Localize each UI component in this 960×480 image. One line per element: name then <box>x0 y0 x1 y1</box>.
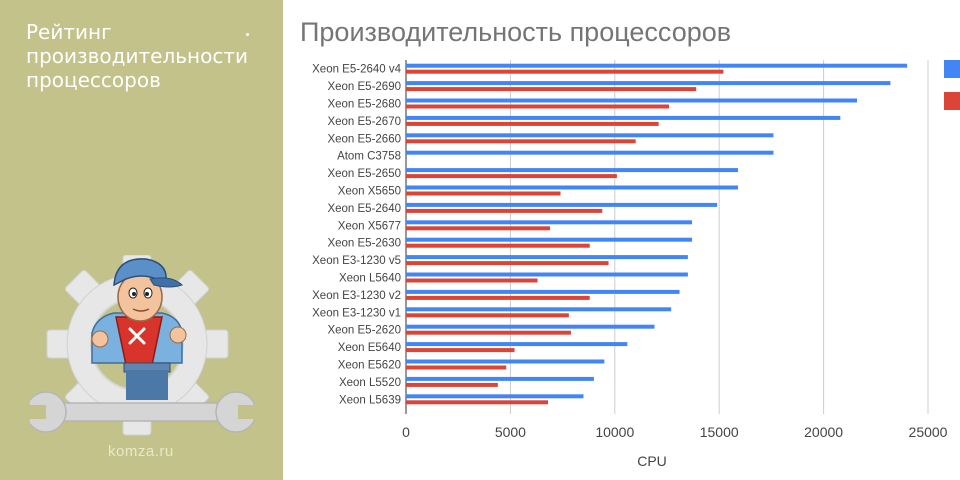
side-title-line-3: процессоров <box>26 68 161 92</box>
watermark: komza.ru <box>108 443 174 460</box>
side-panel: Рейтинг производительности процессоров <box>0 0 283 480</box>
bar-series-1 <box>406 185 738 190</box>
bar-series-2 <box>406 348 515 353</box>
bar-series-2 <box>406 400 548 405</box>
bar-series-1 <box>406 324 655 329</box>
category-label: Xeon E5-2680 <box>327 99 401 111</box>
category-label: Xeon L5639 <box>339 394 401 406</box>
category-label: Xeon E3-1230 v2 <box>312 290 401 302</box>
bar-series-2 <box>406 87 697 92</box>
category-label: Atom C3758 <box>337 151 401 163</box>
x-tick-label: 25000 <box>909 424 948 440</box>
bar-chart: 0 5000 10000 15000 20000 25000 Xeon E5-2640 v4… <box>312 60 948 469</box>
x-tick-label: 5000 <box>495 424 526 440</box>
category-label: Xeon E5-2640 <box>327 203 401 215</box>
bar-series-2 <box>406 261 609 266</box>
side-title-line-1: Рейтинг <box>26 20 112 44</box>
bar-series-2 <box>406 121 659 126</box>
bar-series-1 <box>406 255 688 260</box>
bar-series-2 <box>406 174 617 179</box>
category-label: Xeon E5620 <box>338 360 401 372</box>
bar-series-2 <box>406 139 636 144</box>
side-title: Рейтинг производительности процессоров <box>26 20 276 92</box>
bar-series-1 <box>406 394 584 399</box>
bar-series-2 <box>406 330 571 335</box>
category-label: Xeon L5520 <box>339 377 401 389</box>
category-label: Xeon E5-2620 <box>327 325 401 337</box>
bar-series-2 <box>406 243 590 248</box>
chart-title: Производительность процессоров <box>300 17 732 47</box>
bar-series-2 <box>406 295 590 300</box>
bar-series-1 <box>406 376 594 381</box>
category-label: Xeon X5677 <box>338 220 401 232</box>
bar-series-1 <box>406 342 628 347</box>
decorative-dot <box>246 33 249 36</box>
bar-series-1 <box>406 307 672 312</box>
bar-series-2 <box>406 278 538 283</box>
category-label: Xeon E5-2660 <box>327 133 401 145</box>
category-label: Xeon E5-2690 <box>327 81 401 93</box>
bar-series-2 <box>406 191 561 196</box>
x-tick-label: 10000 <box>595 424 634 440</box>
bar-series-1 <box>406 237 693 242</box>
x-axis-label: CPU <box>637 453 667 469</box>
category-label: Xeon E5-2640 v4 <box>312 64 401 76</box>
bar-series-1 <box>406 63 908 68</box>
category-label: Xeon E5-2650 <box>327 168 401 180</box>
bar-series-1 <box>406 202 718 207</box>
x-tick-label: 15000 <box>700 424 739 440</box>
bar-series-1 <box>406 98 858 103</box>
bar-series-2 <box>406 365 507 370</box>
category-label: Xeon L5640 <box>339 273 401 285</box>
bar-series-1 <box>406 168 738 173</box>
category-label: Xeon E5-2630 <box>327 238 401 250</box>
bar-series-1 <box>406 115 841 120</box>
bar-series-2 <box>406 313 569 318</box>
bar-series-1 <box>406 220 693 225</box>
bar-series-2 <box>406 226 551 231</box>
mechanic-illustration <box>30 255 255 436</box>
category-label: Xeon X5650 <box>338 186 401 198</box>
bar-series-1 <box>406 289 680 294</box>
wrench-icon <box>30 391 255 433</box>
bar-series-2 <box>406 69 724 74</box>
x-tick-label: 0 <box>402 424 410 440</box>
bar-series-1 <box>406 359 605 364</box>
side-title-line-2: производительности <box>26 44 248 68</box>
bar-series-1 <box>406 272 688 277</box>
category-label: Xeon E3-1230 v5 <box>312 255 401 267</box>
legend-swatch-series-1 <box>944 60 960 78</box>
bar-series-2 <box>406 104 670 109</box>
bar-series-2 <box>406 208 603 213</box>
legend-swatch-series-2 <box>944 92 960 110</box>
category-label: Xeon E5640 <box>338 342 401 354</box>
category-label: Xeon E3-1230 v1 <box>312 307 401 319</box>
bar-series-1 <box>406 81 891 86</box>
category-label: Xeon E5-2670 <box>327 116 401 128</box>
mechanic-figure <box>91 258 187 400</box>
bar-series-2 <box>406 382 498 387</box>
bar-series-1 <box>406 150 774 155</box>
x-tick-label: 20000 <box>804 424 843 440</box>
bar-series-1 <box>406 133 774 138</box>
